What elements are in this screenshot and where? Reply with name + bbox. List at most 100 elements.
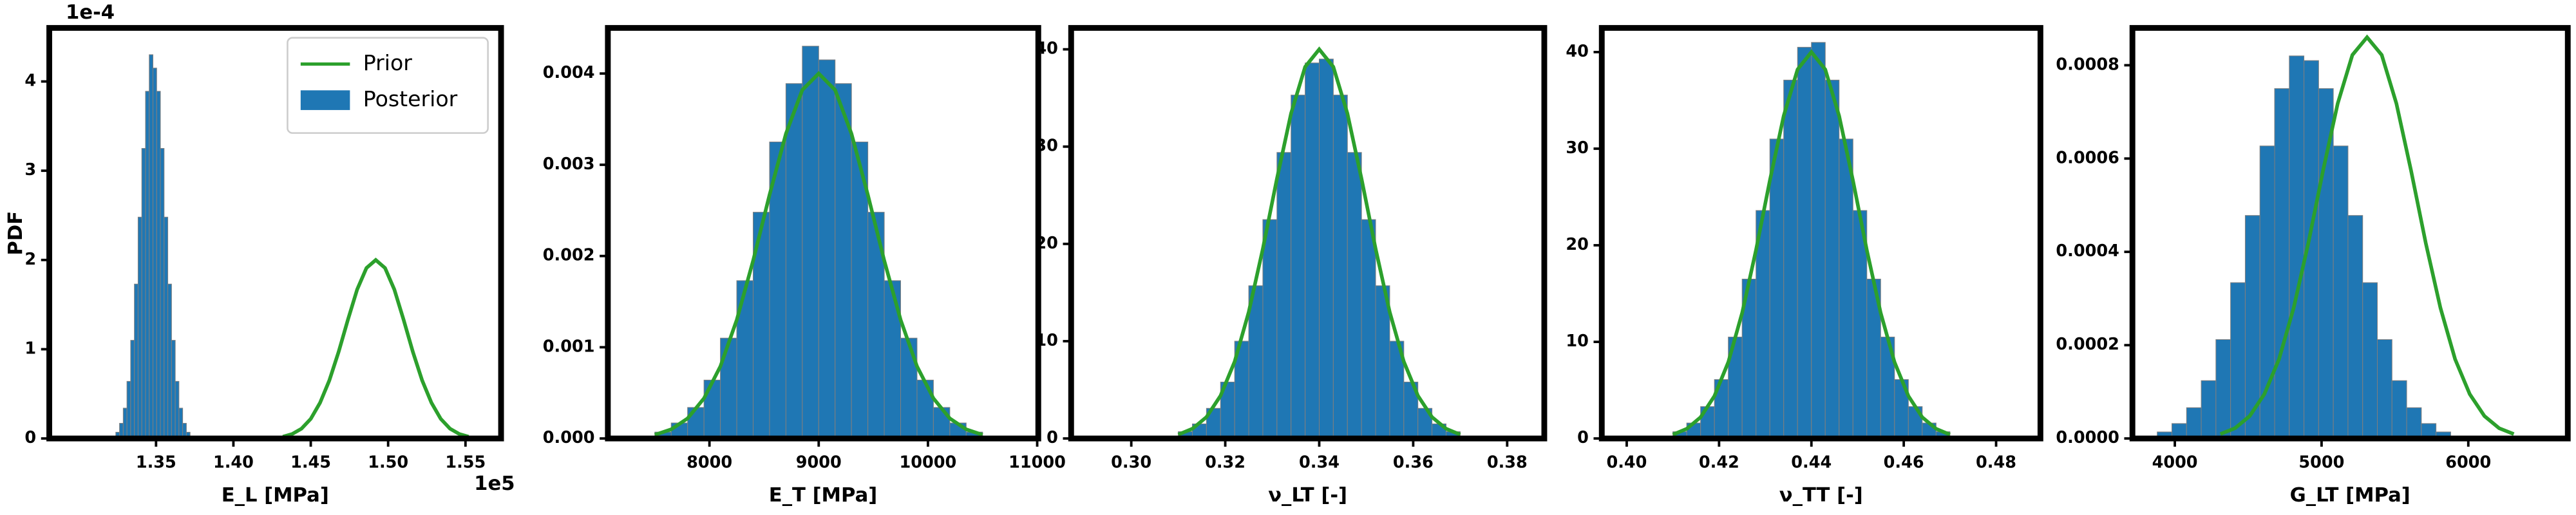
y-tick-label: 40 (1035, 39, 1058, 59)
histogram-bar (2376, 339, 2392, 439)
histogram-bar (1262, 219, 1278, 439)
histogram-bar (167, 283, 172, 439)
legend-label: Prior (363, 50, 413, 75)
x-tick-label: 0.46 (1884, 453, 1924, 472)
plot-frame (46, 24, 504, 442)
histogram-bar (137, 216, 142, 439)
histogram-bar (134, 283, 138, 439)
x-tick-label: 6000 (2445, 453, 2491, 472)
histogram-bar (156, 91, 161, 439)
y-tick-label: 40 (1566, 42, 1589, 61)
y-tick-label: 20 (1035, 234, 1058, 253)
histogram-bar (145, 91, 150, 439)
x-axis-label: ν_LT [-] (1268, 484, 1347, 507)
plot-frame (605, 24, 1041, 442)
histogram-bar (1276, 152, 1292, 439)
histogram-bar (171, 340, 176, 439)
y-tick-label: 0.0006 (2056, 148, 2119, 167)
histogram-bar (900, 337, 918, 439)
histogram-bar (818, 59, 836, 439)
x-tick-label: 0.30 (1111, 453, 1151, 472)
histogram-bar (1839, 138, 1853, 439)
histogram-bar (802, 46, 819, 439)
legend-swatch (300, 90, 350, 110)
y-tick-label: 1 (24, 339, 36, 358)
plot-frame (1598, 24, 2043, 442)
y-offset-text: 1e-4 (66, 1, 115, 24)
prior-curve (2219, 34, 2515, 436)
x-tick-label: 0.32 (1205, 453, 1245, 472)
y-tick-label: 3 (24, 160, 36, 180)
histogram-bar (933, 407, 951, 439)
y-tick-label: 10 (1566, 332, 1589, 351)
y-tick-label: 0 (1577, 428, 1589, 447)
x-tick-label: 4000 (2152, 453, 2198, 472)
histogram-bar (720, 337, 737, 439)
histogram-bar (164, 216, 169, 439)
y-tick-label: 2 (24, 250, 36, 269)
x-tick-label: 1.55 (445, 453, 486, 472)
histogram-bar (1291, 95, 1306, 439)
subplot: 0.000 0.001 0.002 0.003 0.004 8000 9000 10000 11… (543, 24, 1066, 507)
histogram-bar (175, 380, 180, 439)
x-tick-label: 0.44 (1791, 453, 1832, 472)
legend-label: Posterior (363, 86, 458, 111)
histogram-bar (1797, 46, 1812, 439)
histogram-bar (703, 379, 721, 439)
x-axis-label: G_LT [MPa] (2290, 484, 2410, 507)
histogram-bar (2406, 407, 2422, 439)
histogram-bar (1824, 79, 1840, 439)
x-tick-label: 8000 (687, 453, 732, 472)
x-axis-label: E_T [MPa] (769, 484, 877, 507)
histogram-bar (2347, 215, 2363, 439)
histogram-bar (2391, 380, 2407, 439)
prior-curve (1177, 46, 1461, 436)
x-tick-label: 10000 (900, 453, 957, 472)
histogram-bar (149, 54, 154, 439)
x-tick-label: 1.35 (136, 453, 176, 472)
x-tick-label: 0.48 (1976, 453, 2016, 472)
subplot: 0.0000 0.0002 0.0004 0.0006 0.0008 4000 5000 60… (2056, 24, 2571, 507)
y-tick-label: 0.000 (543, 428, 595, 447)
x-axis-label: ν_TT [-] (1779, 484, 1863, 507)
x-axis-label: E_L [MPa] (222, 484, 329, 507)
histogram-bar (2201, 380, 2217, 439)
histogram-bar (130, 340, 135, 439)
prior-curve (654, 71, 983, 437)
histogram-bar (916, 379, 934, 439)
y-tick-label: 30 (1035, 136, 1058, 156)
histogram-bar (122, 407, 128, 439)
histogram-bar (2362, 282, 2378, 439)
y-axis-label: PDF (5, 211, 27, 256)
histogram-bar (687, 407, 705, 439)
x-tick-label: 1.40 (213, 453, 254, 472)
histogram-bar (1332, 95, 1348, 439)
histogram-bar (2230, 282, 2246, 439)
x-tick-label: 5000 (2298, 453, 2344, 472)
y-tick-label: 0.0008 (2056, 55, 2119, 74)
plot-frame (2129, 24, 2571, 442)
y-tick-label: 0.004 (543, 63, 595, 82)
plot-frame (1068, 24, 1548, 442)
histogram-bar (1769, 138, 1785, 439)
y-tick-label: 0.0000 (2056, 428, 2119, 447)
histogram-bar (2333, 145, 2349, 439)
x-tick-label: 1.45 (290, 453, 331, 472)
y-tick-label: 20 (1566, 235, 1589, 254)
x-tick-label: 0.40 (1607, 453, 1647, 472)
y-tick-label: 0 (1046, 428, 1058, 447)
x-tick-label: 1.50 (368, 453, 408, 472)
y-tick-label: 4 (24, 71, 36, 91)
x-tick-label: 0.38 (1487, 453, 1528, 472)
histogram-bar (1783, 79, 1798, 439)
histogram-bar (1361, 219, 1376, 439)
subplot: 0 10 20 30 40 0.40 0.42 0.44 0.46 0.48 ν_TT [-] (1566, 24, 2043, 507)
x-tick-label: 0.34 (1299, 453, 1340, 472)
prior-curve (282, 258, 469, 439)
histogram-bar (1347, 152, 1362, 439)
y-tick-label: 0.0002 (2056, 335, 2119, 354)
histogram-bar (2289, 55, 2305, 439)
y-tick-label: 0.0004 (2056, 241, 2119, 261)
histogram-bar (152, 68, 157, 439)
histogram-bar (2215, 339, 2231, 439)
